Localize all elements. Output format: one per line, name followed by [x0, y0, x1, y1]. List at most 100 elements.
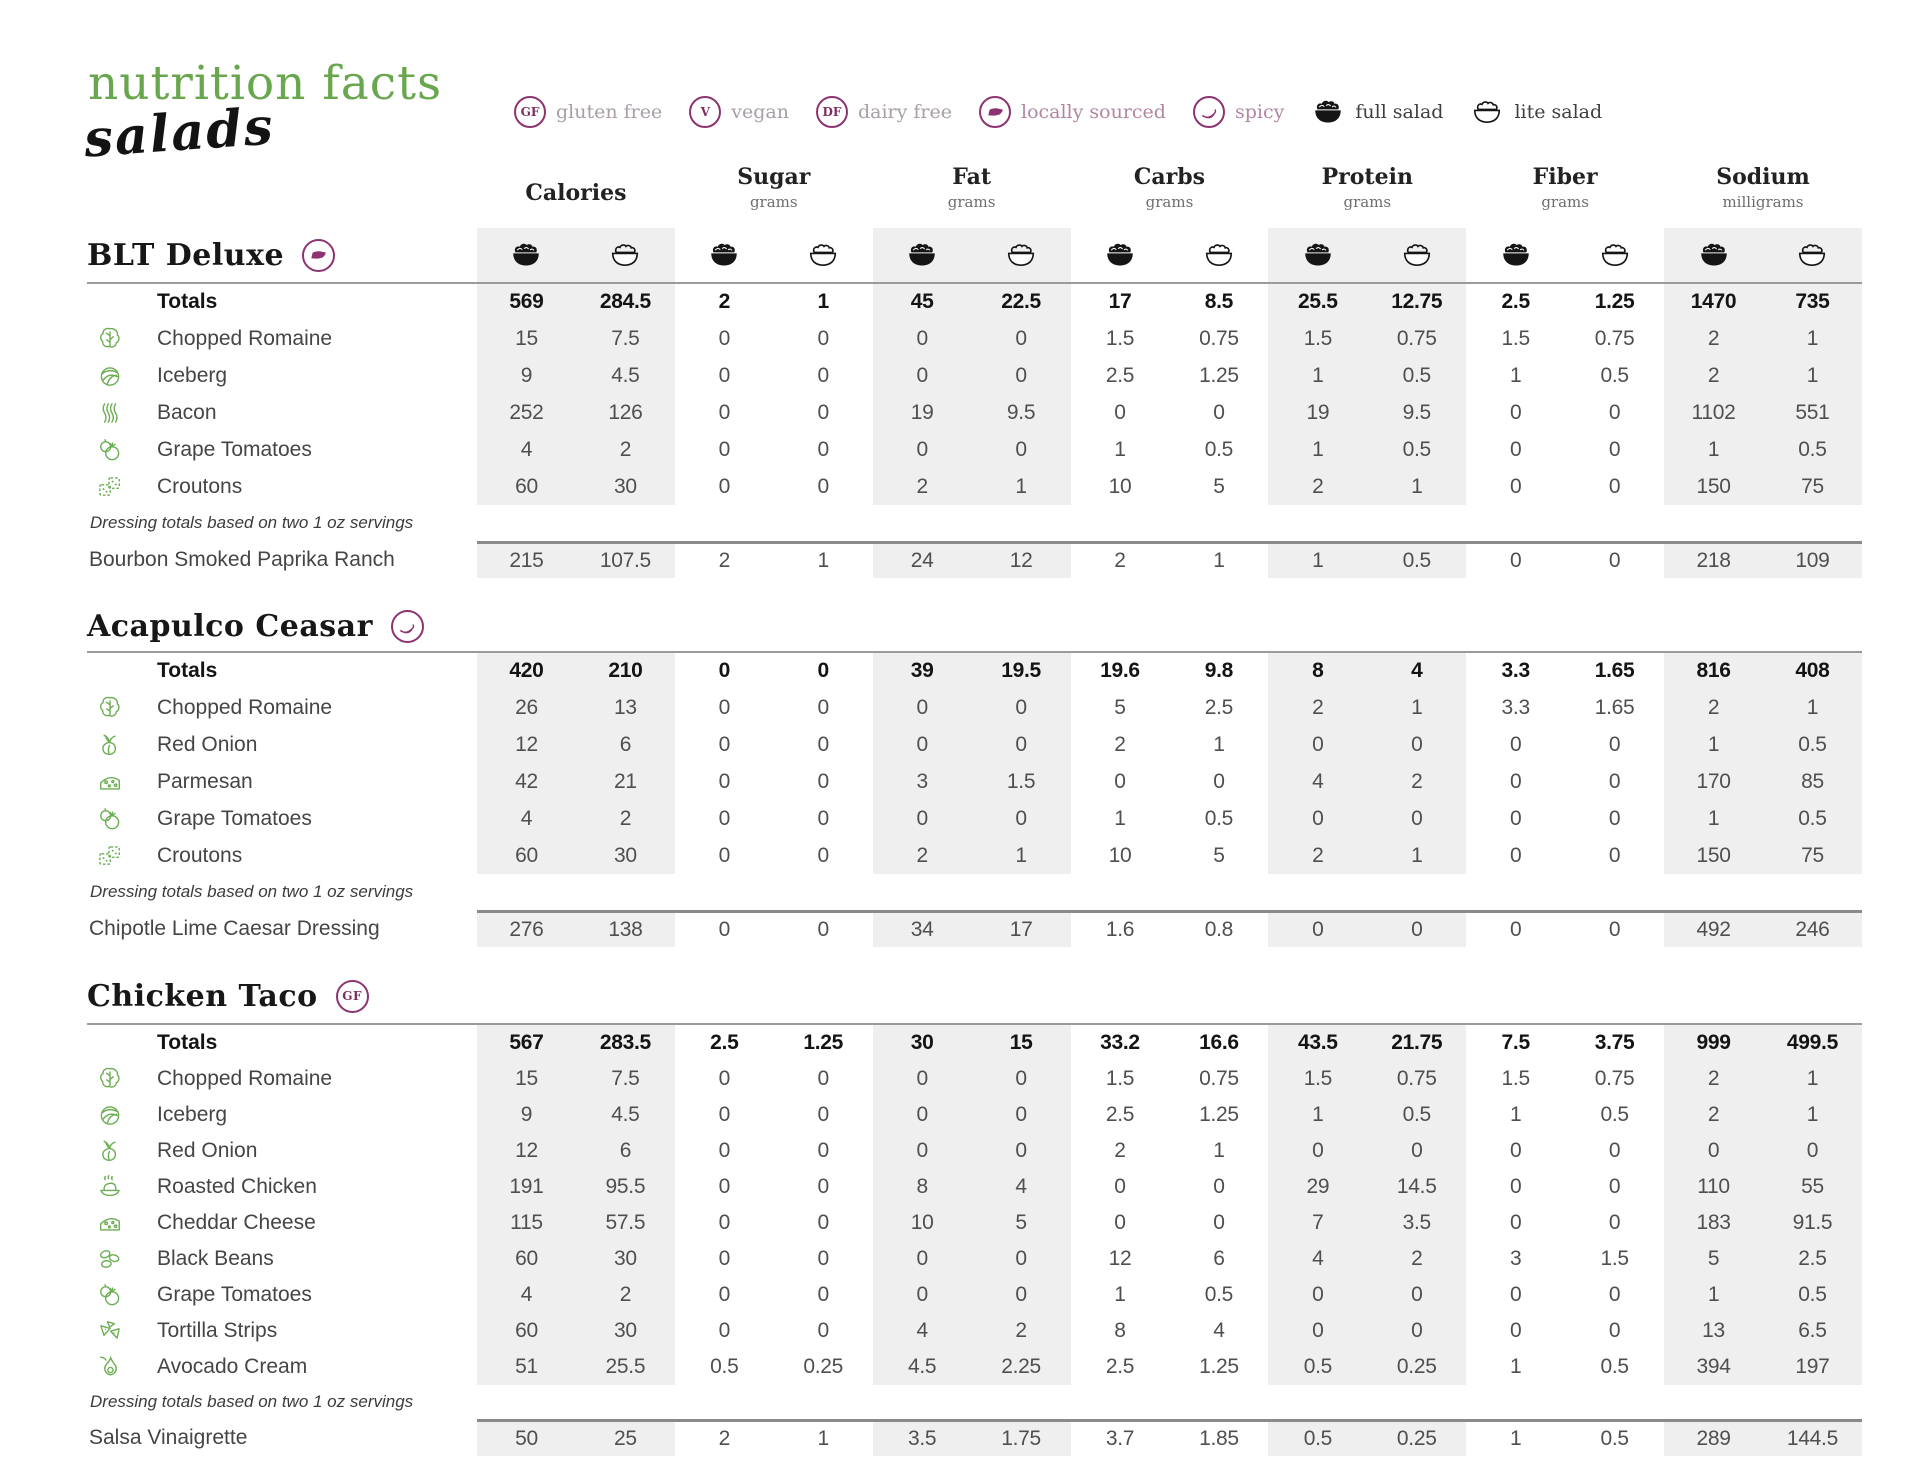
value-cell: 6: [1213, 1247, 1225, 1270]
value-cell: 30: [575, 468, 675, 505]
legend-label: vegan: [731, 101, 789, 123]
tomato-icon: [100, 807, 120, 829]
value-cell: 0: [872, 320, 972, 357]
value-cell: 0.75: [1367, 1061, 1467, 1097]
value-cell: 1: [1509, 1355, 1522, 1378]
value-cell: 1: [971, 468, 1071, 505]
value-cell: 9.8: [1204, 659, 1234, 682]
value-cell: 0: [1268, 1313, 1368, 1349]
value-cell: 0.8: [1169, 910, 1269, 947]
value-cell: 0: [817, 1139, 830, 1162]
full-salad-column-icon: [1466, 228, 1565, 282]
value-cell: 1: [1268, 431, 1368, 468]
column-header-unit: grams: [749, 193, 798, 211]
dressing-name: Chipotle Lime Caesar Dressing: [89, 916, 380, 940]
chili-badge: [1192, 96, 1225, 128]
value-cell: 43.5: [1268, 1025, 1368, 1061]
value-cell: 0.5: [1367, 431, 1467, 468]
value-cell: 0: [1509, 437, 1522, 461]
ingredient-label-cell: Chopped Romaine: [87, 689, 477, 726]
value-cell: 5: [1213, 843, 1225, 867]
value-cell: 1.5: [1105, 326, 1135, 350]
value-cell: 2: [1664, 320, 1763, 357]
value-cell: 0: [1509, 1139, 1522, 1162]
value-cell: 0: [971, 320, 1071, 357]
value-cell: 569: [477, 284, 576, 320]
value-cell: 0: [872, 357, 972, 394]
dressing-row: Bourbon Smoked Paprika Ranch 215 107.5 2 1 24…: [87, 541, 1862, 578]
value-cell: 1.5: [1600, 1247, 1629, 1270]
value-cell: 2: [575, 1277, 675, 1313]
legend-label: full salad: [1355, 101, 1444, 123]
value-cell: 0.5: [1204, 806, 1234, 830]
lite-salad-bowl-icon: [1403, 243, 1430, 266]
value-cell: 0: [1608, 1175, 1621, 1198]
ingredient-name: Red Onion: [157, 1139, 258, 1162]
section-header-row: BLT Deluxe: [87, 228, 1862, 284]
value-cell: 0: [1509, 1175, 1522, 1198]
crouton-icon: [96, 842, 124, 870]
value-cell: 0: [1608, 1211, 1621, 1234]
ingredient-label-cell: Cheddar Cheese: [87, 1205, 477, 1241]
value-cell: 0: [718, 1175, 731, 1198]
value-cell: 10: [1108, 474, 1132, 498]
column-header-fat: Fat grams: [873, 164, 1071, 211]
value-cell: 4: [872, 1313, 972, 1349]
full-salad-bowl-icon: [1315, 100, 1342, 122]
value-cell: 2: [1664, 1097, 1763, 1133]
value-cell: 0: [718, 400, 731, 424]
value-cell: 0: [1268, 910, 1368, 947]
ingredient-label-cell: Grape Tomatoes: [87, 800, 477, 837]
value-cell: 183: [1664, 1205, 1763, 1241]
value-cell: 1: [773, 1419, 873, 1456]
full-salad-column-icon: [1664, 228, 1763, 282]
onion-icon: [96, 1137, 124, 1165]
value-cell: 551: [1762, 394, 1862, 431]
value-cell: 0.25: [803, 1355, 844, 1378]
crouton-icon: [99, 476, 120, 496]
value-cell: 0: [1268, 726, 1368, 763]
dressing-note: Dressing totals based on two 1 oz servin…: [90, 1392, 414, 1411]
totals-row: Totals 569 284.5 2 1 45 22.5 17 8.5 25.5 12.75 2.5 1…: [87, 284, 1862, 320]
value-cell: 0: [971, 689, 1071, 726]
value-cell: 17: [971, 910, 1071, 947]
value-cell: 4: [1213, 1319, 1225, 1342]
value-cell: 3.5: [1367, 1205, 1467, 1241]
value-cell: 0: [872, 1241, 972, 1277]
value-cell: 0: [872, 431, 972, 468]
ingredient-name: Black Beans: [157, 1247, 274, 1270]
legend-item-full-salad: full salad: [1311, 99, 1443, 126]
value-cell: 138: [575, 910, 675, 947]
value-cell: 42: [477, 763, 576, 800]
value-cell: 150: [1664, 837, 1763, 874]
tomato-icon: [96, 805, 124, 833]
value-cell: 19.5: [971, 653, 1071, 689]
value-cell: 2: [1367, 1241, 1467, 1277]
value-cell: 0: [1565, 541, 1665, 578]
value-cell: 0: [1509, 732, 1522, 756]
legend-label: lite salad: [1514, 101, 1603, 123]
ingredient-label-cell: Chopped Romaine: [87, 1061, 477, 1097]
value-cell: 218: [1664, 541, 1763, 578]
value-cell: 0.75: [1199, 326, 1239, 350]
ingredient-name: Avocado Cream: [157, 1355, 308, 1378]
column-header-protein: Protein grams: [1268, 164, 1466, 211]
value-cell: 0: [1762, 1133, 1862, 1169]
value-cell: 2: [971, 1313, 1071, 1349]
value-cell: 2: [1268, 468, 1368, 505]
table-row: Grape Tomatoes 4 2 0 0 0 0 1 0.5 1 0.5 0 0 1 0.5: [87, 431, 1862, 468]
value-cell: 0.5: [1367, 1097, 1467, 1133]
value-cell: 1.6: [1070, 910, 1170, 947]
value-cell: 0: [817, 1283, 830, 1306]
value-cell: 2: [575, 800, 675, 837]
kentucky-badge: [979, 96, 1011, 128]
value-cell: 0.75: [1199, 1067, 1239, 1090]
value-cell: 0: [1213, 1211, 1225, 1234]
value-cell: 1: [1213, 732, 1225, 756]
value-cell: 0: [817, 363, 830, 387]
value-cell: 0: [1608, 843, 1621, 867]
value-cell: 0: [817, 659, 830, 682]
value-cell: 0: [718, 1283, 731, 1306]
table-row: Bacon 252 126 0 0 19 9.5 0 0 19 9.5 0 0 1102 551: [87, 394, 1862, 431]
ingredient-label-cell: Parmesan: [87, 763, 477, 800]
